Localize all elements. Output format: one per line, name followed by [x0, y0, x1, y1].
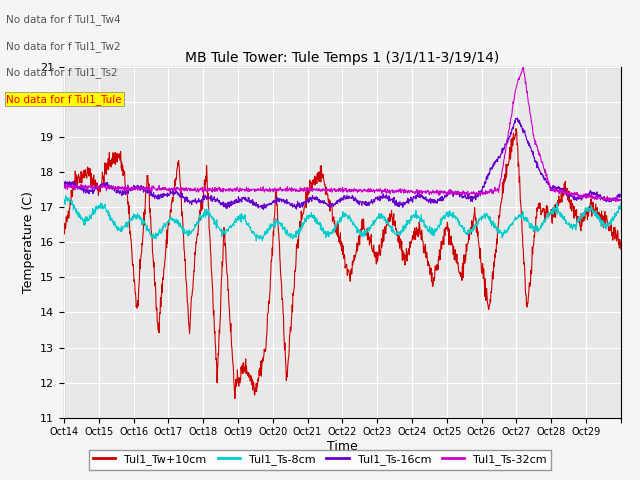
Y-axis label: Temperature (C): Temperature (C): [22, 192, 35, 293]
X-axis label: Time: Time: [327, 440, 358, 453]
Text: No data for f Tul1_Tw2: No data for f Tul1_Tw2: [6, 41, 121, 52]
Text: No data for f Tul1_Tule: No data for f Tul1_Tule: [6, 94, 122, 105]
Legend: Tul1_Tw+10cm, Tul1_Ts-8cm, Tul1_Ts-16cm, Tul1_Ts-32cm: Tul1_Tw+10cm, Tul1_Ts-8cm, Tul1_Ts-16cm,…: [89, 450, 551, 469]
Text: No data for f Tul1_Tw4: No data for f Tul1_Tw4: [6, 14, 121, 25]
Text: No data for f Tul1_Ts2: No data for f Tul1_Ts2: [6, 67, 118, 78]
Title: MB Tule Tower: Tule Temps 1 (3/1/11-3/19/14): MB Tule Tower: Tule Temps 1 (3/1/11-3/19…: [185, 51, 500, 65]
